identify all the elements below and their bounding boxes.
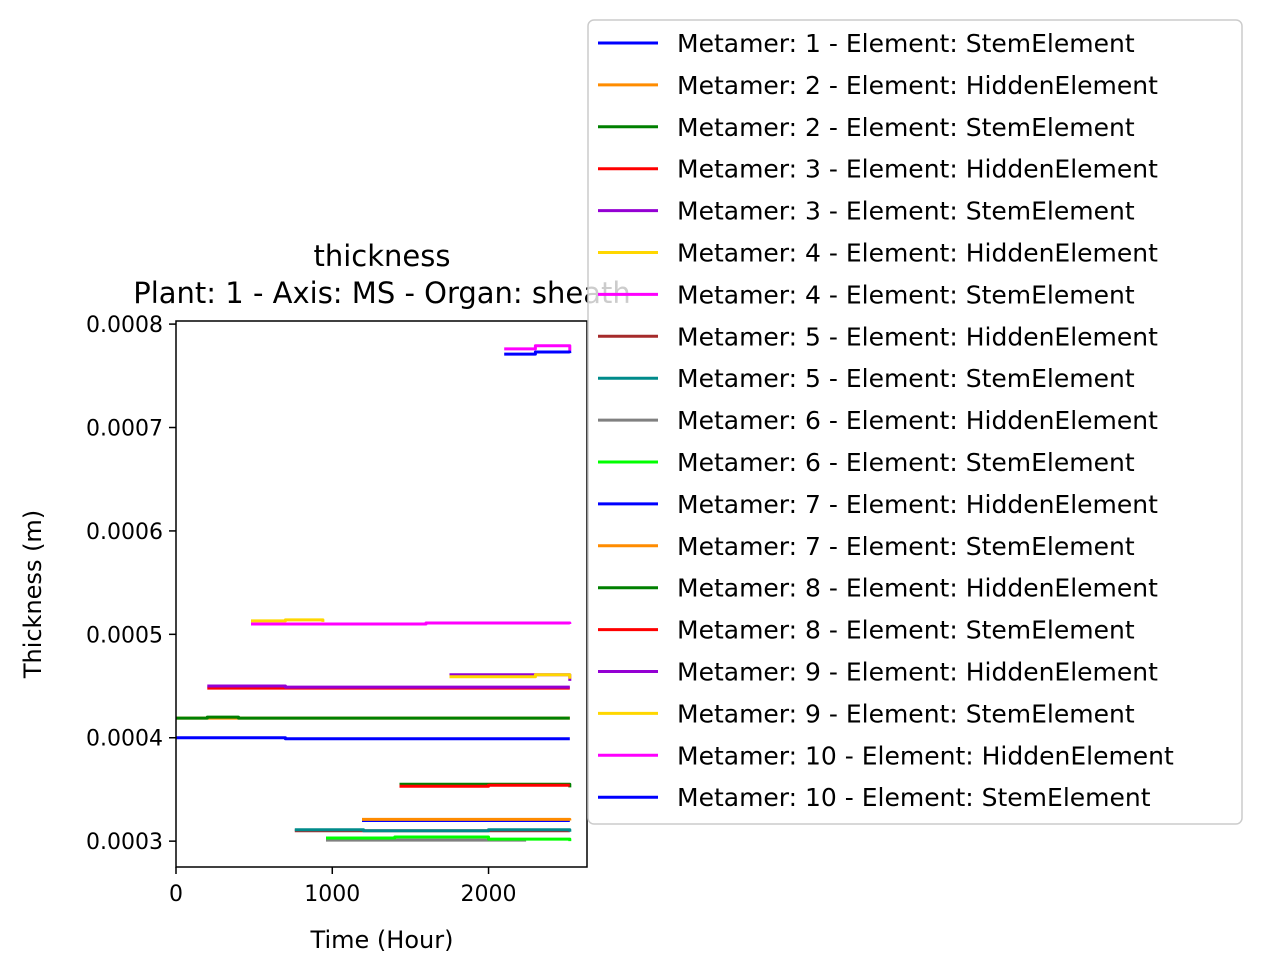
legend: Metamer: 1 - Element: StemElement Metamer… [587,19,1243,825]
series-line-15 [399,783,570,788]
y-tick-label: 0.0007 [86,417,163,442]
series-line-3 [176,715,570,720]
y-tick-label: 0.0006 [86,520,163,545]
x-axis: 0 1000 2000 [169,867,517,907]
legend-label: Metamer: 9 - Element: HiddenElement [677,658,1158,687]
x-tick-label: 1000 [304,882,360,907]
legend-label: Metamer: 10 - Element: HiddenElement [677,741,1174,770]
legend-label: Metamer: 2 - Element: StemElement [677,113,1135,142]
legend-label: Metamer: 8 - Element: StemElement [677,616,1135,645]
series-line-19 [504,350,572,356]
legend-label: Metamer: 5 - Element: HiddenElement [677,322,1158,351]
legend-label: Metamer: 2 - Element: HiddenElement [677,71,1158,100]
series-line-5 [207,684,570,689]
series-line-17 [449,673,572,679]
legend-label: Metamer: 7 - Element: HiddenElement [677,490,1158,519]
plot-lines [176,344,572,842]
series-line-1 [176,736,570,741]
y-tick-label: 0.0003 [86,830,163,855]
series-line-6 [251,618,325,623]
legend-label: Metamer: 8 - Element: HiddenElement [677,574,1158,603]
legend-label: Metamer: 4 - Element: HiddenElement [677,239,1158,268]
legend-label: Metamer: 3 - Element: HiddenElement [677,155,1158,184]
legend-label: Metamer: 5 - Element: StemElement [677,364,1135,393]
series-line-7 [251,621,572,626]
legend-label: Metamer: 6 - Element: StemElement [677,448,1135,477]
chart-title: thickness [314,239,451,273]
series-line-11 [326,835,572,842]
legend-frame [587,19,1243,825]
legend-label: Metamer: 4 - Element: StemElement [677,280,1135,309]
legend-label: Metamer: 1 - Element: StemElement [677,29,1135,58]
legend-label: Metamer: 3 - Element: StemElement [677,197,1135,226]
x-axis-label: Time (Hour) [310,926,454,954]
series-line-18 [504,344,572,351]
legend-label: Metamer: 9 - Element: StemElement [677,699,1135,728]
x-tick-label: 0 [169,882,183,907]
plot-frame [175,320,588,868]
legend-items: Metamer: 1 - Element: StemElement Metamer… [598,29,1174,812]
legend-label: Metamer: 7 - Element: StemElement [677,532,1135,561]
chart-subtitle: Plant: 1 - Axis: MS - Organ: sheath [133,276,631,310]
legend-label: Metamer: 10 - Element: StemElement [677,783,1151,812]
y-axis-label: Thickness (m) [19,510,47,679]
series-line-9 [294,828,572,833]
y-tick-label: 0.0004 [86,727,163,752]
y-tick-label: 0.0008 [86,313,163,338]
series-line-13 [362,817,572,821]
y-axis: 0.0003 0.0004 0.0005 0.0006 0.0007 0.0008 [86,313,176,855]
legend-label: Metamer: 6 - Element: HiddenElement [677,406,1158,435]
y-tick-label: 0.0005 [86,623,163,648]
x-tick-label: 2000 [461,882,517,907]
